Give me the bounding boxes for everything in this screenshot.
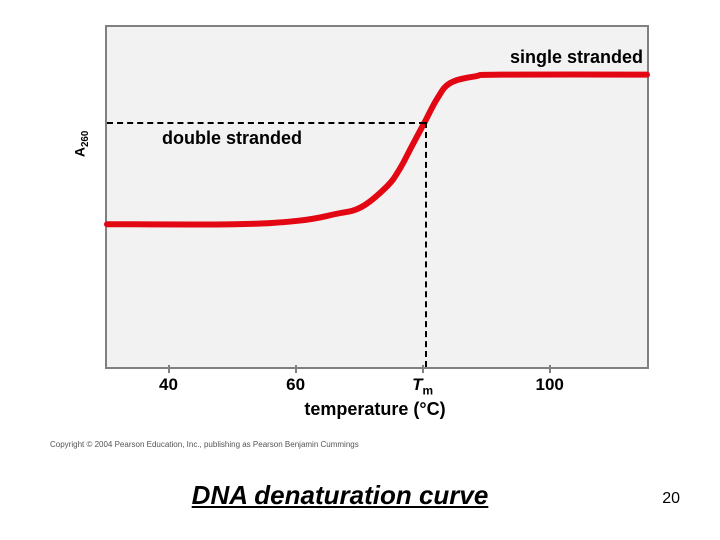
denaturation-curve [107, 74, 647, 224]
y-axis-title: A260 [71, 130, 91, 156]
x-tick-label: Tm [412, 375, 433, 397]
plot-area: double stranded single stranded [105, 25, 649, 369]
curve-svg [107, 27, 647, 367]
x-tick-label: 60 [286, 375, 305, 395]
x-tick-label: 40 [159, 375, 178, 395]
midpoint-dashed-vertical [425, 122, 427, 367]
x-tick [295, 365, 297, 373]
x-tick [422, 365, 424, 373]
x-axis-title: temperature (°C) [304, 399, 445, 420]
x-tick [549, 365, 551, 373]
page-number: 20 [662, 490, 680, 508]
x-tick [168, 365, 170, 373]
double-stranded-label: double stranded [162, 128, 302, 149]
chart-container: double stranded single stranded 40 60 Tm 10… [60, 10, 660, 450]
figure-caption: DNA denaturation curve [192, 480, 489, 511]
midpoint-dashed-horizontal [107, 122, 425, 124]
copyright-line: Copyright © 2004 Pearson Education, Inc.… [50, 440, 359, 449]
x-tick-label: 100 [536, 375, 564, 395]
single-stranded-label: single stranded [510, 47, 643, 68]
